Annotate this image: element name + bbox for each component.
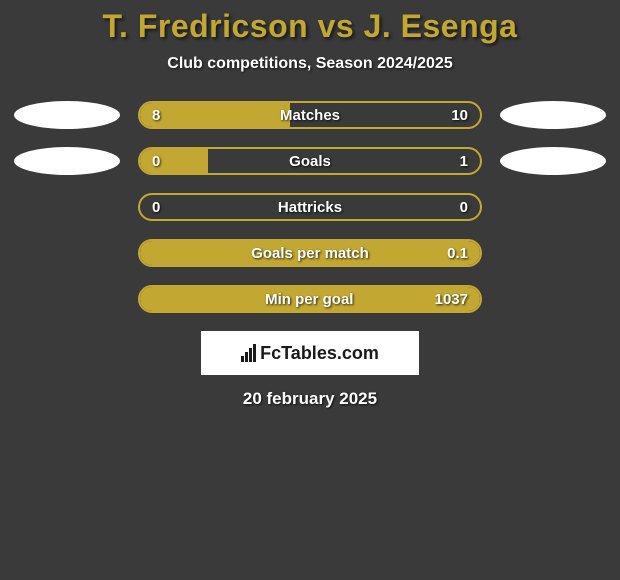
comparison-infographic: T. Fredricson vs J. Esenga Club competit… (0, 0, 620, 409)
stat-bar: 0 Goals 1 (138, 147, 482, 175)
stat-row: Min per goal 1037 (0, 285, 620, 313)
right-value: 10 (436, 107, 468, 124)
stat-label: Min per goal (184, 291, 435, 308)
right-value: 0 (436, 199, 468, 216)
brand: FcTables.com (241, 343, 379, 364)
brand-box: FcTables.com (201, 331, 419, 375)
stat-label: Goals (184, 153, 436, 170)
brand-label: FcTables.com (260, 343, 379, 364)
stat-label: Matches (184, 107, 436, 124)
player-marker-left (14, 147, 120, 175)
player-marker-right (500, 147, 606, 175)
stat-label: Goals per match (184, 245, 436, 262)
stat-label: Hattricks (184, 199, 436, 216)
right-value: 1037 (435, 291, 468, 308)
left-value: 8 (152, 107, 184, 124)
stat-bar: 0 Hattricks 0 (138, 193, 482, 221)
right-value: 1 (436, 153, 468, 170)
title: T. Fredricson vs J. Esenga (0, 8, 620, 45)
stat-row: 0 Goals 1 (0, 147, 620, 175)
subtitle: Club competitions, Season 2024/2025 (0, 55, 620, 73)
stat-rows: 8 Matches 10 0 Goals 1 (0, 101, 620, 313)
stat-bar: Goals per match 0.1 (138, 239, 482, 267)
player-marker-left (14, 101, 120, 129)
stat-row: 0 Hattricks 0 (0, 193, 620, 221)
stat-row: Goals per match 0.1 (0, 239, 620, 267)
right-value: 0.1 (436, 245, 468, 262)
left-value: 0 (152, 153, 184, 170)
player-marker-right (500, 101, 606, 129)
left-value: 0 (152, 199, 184, 216)
date: 20 february 2025 (0, 389, 620, 409)
stat-bar: 8 Matches 10 (138, 101, 482, 129)
bar-chart-icon (241, 344, 256, 362)
stat-bar: Min per goal 1037 (138, 285, 482, 313)
stat-row: 8 Matches 10 (0, 101, 620, 129)
